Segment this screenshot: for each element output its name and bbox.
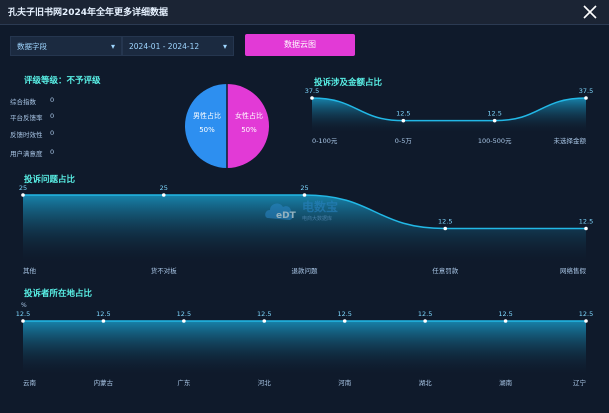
- data-label: 12.5: [337, 310, 351, 318]
- x-tick-label: 货不对板: [151, 266, 178, 275]
- x-tick-label: 任意罚款: [432, 266, 459, 275]
- date-range-label: 2024-01 - 2024-12: [129, 42, 200, 51]
- x-tick-label: 广东: [177, 378, 191, 387]
- cloud-icon: [265, 203, 293, 220]
- data-point: [101, 319, 106, 323]
- data-label: 12.5: [438, 218, 452, 226]
- x-tick-label: 其他: [23, 266, 37, 275]
- data-label: 12.5: [487, 110, 501, 118]
- location-area-chart: 12.5 云南 12.5 内蒙古 12.5 广东 12.5 河北 12.5 河南 12.5 湖北 12.…: [16, 302, 593, 387]
- data-label: 12.5: [579, 310, 593, 318]
- x-tick-label: 网络售假: [560, 266, 587, 275]
- x-tick-label: 内蒙古: [94, 378, 114, 387]
- area-fill: [312, 98, 586, 132]
- issue-area-chart: 25 其他 25 货不对板 25 退款问题 12.5 任意罚款 12.5 网络售假: [19, 184, 593, 275]
- metric-value: 0: [50, 96, 55, 104]
- data-point: [401, 118, 406, 123]
- x-tick-label: 100-500元: [478, 137, 512, 145]
- x-tick-label: 湖南: [499, 378, 513, 387]
- chevron-down-icon: ▾: [222, 42, 227, 51]
- metric-value: 0: [50, 129, 55, 137]
- issue-chart-title: 投诉问题占比: [24, 175, 76, 185]
- data-point: [492, 118, 497, 123]
- data-label: 12.5: [177, 310, 191, 318]
- amount-chart-title: 投诉涉及金额占比: [314, 78, 383, 88]
- svg-text:eDT: eDT: [276, 211, 297, 221]
- data-label: 37.5: [305, 87, 319, 95]
- x-tick-label: 退款问题: [292, 266, 319, 275]
- amount-area-chart: 37.5 0-100元 12.5 0-5万 12.5 100-500元 37.5 未选择金额: [305, 87, 593, 145]
- x-tick-label: 河南: [338, 378, 352, 387]
- data-label: 25: [19, 184, 27, 192]
- data-label: 25: [300, 184, 308, 192]
- rating-title: 评级等级：不予评级: [24, 76, 101, 86]
- x-tick-label: 河北: [258, 379, 272, 387]
- data-label: 25: [160, 184, 168, 192]
- data-point: [21, 193, 25, 197]
- x-tick-label: 0-100元: [312, 137, 338, 145]
- area-fill: [23, 195, 586, 262]
- date-range-select[interactable]: 2024-01 - 2024-12 ▾: [122, 36, 234, 56]
- data-point: [161, 193, 166, 197]
- data-label: 12.5: [16, 310, 30, 318]
- watermark-text: 电数宝: [302, 200, 339, 214]
- female-share-value: 50%: [241, 126, 257, 134]
- female-slice: [227, 84, 269, 168]
- metric-label: 平台反馈率: [10, 114, 43, 122]
- x-tick-label: 0-5万: [395, 137, 413, 145]
- close-icon: [583, 5, 597, 19]
- x-tick-label: 辽宁: [573, 378, 587, 387]
- data-point: [584, 319, 588, 323]
- watermark-subtext: 电商大数据库: [302, 216, 333, 222]
- data-point: [443, 226, 448, 231]
- data-point: [584, 226, 588, 231]
- male-share-value: 50%: [199, 126, 215, 134]
- data-label: 12.5: [257, 310, 271, 318]
- data-point: [21, 319, 25, 323]
- close-button[interactable]: [581, 3, 599, 21]
- data-cloud-button[interactable]: 数据云图: [245, 34, 355, 56]
- data-point: [302, 193, 307, 197]
- chevron-down-icon: ▾: [110, 42, 115, 51]
- series-line: [311, 97, 587, 122]
- data-point: [262, 319, 267, 323]
- data-label: 12.5: [96, 310, 110, 318]
- x-tick-label: 未选择金额: [554, 136, 587, 145]
- field-select-label: 数据字段: [17, 42, 47, 51]
- gender-pie-chart: [185, 84, 269, 168]
- metric-label: 反馈时效性: [10, 131, 43, 139]
- area-fill: [23, 321, 586, 374]
- metric-label: 用户满意度: [10, 150, 43, 158]
- data-label: 12.5: [396, 110, 410, 118]
- male-slice: [185, 84, 227, 168]
- data-label: 12.5: [418, 310, 432, 318]
- data-point: [584, 96, 588, 100]
- field-select[interactable]: 数据字段 ▾: [10, 36, 122, 56]
- metric-label: 综合指数: [10, 98, 36, 106]
- data-point: [310, 96, 314, 100]
- female-share-label: 女性占比: [235, 112, 263, 120]
- title-bar: 孔夫子旧书网2024年全年更多详细数据: [0, 0, 609, 25]
- data-label: 37.5: [579, 87, 593, 95]
- male-share-label: 男性占比: [193, 112, 221, 120]
- x-tick-label: 云南: [23, 378, 37, 387]
- data-point: [182, 319, 186, 323]
- window-title: 孔夫子旧书网2024年全年更多详细数据: [8, 8, 169, 18]
- data-point: [423, 319, 427, 323]
- data-point: [503, 319, 508, 323]
- location-chart-title: 投诉者所在地占比: [24, 289, 93, 299]
- metric-value: 0: [50, 148, 55, 156]
- data-label: 12.5: [579, 218, 593, 226]
- data-label: 12.5: [498, 310, 512, 318]
- x-tick-label: 湖北: [419, 378, 433, 387]
- watermark: eDT 电数宝 电商大数据库: [262, 194, 362, 228]
- data-point: [342, 319, 347, 323]
- metric-value: 0: [50, 112, 55, 120]
- y-axis-label: %: [21, 302, 27, 309]
